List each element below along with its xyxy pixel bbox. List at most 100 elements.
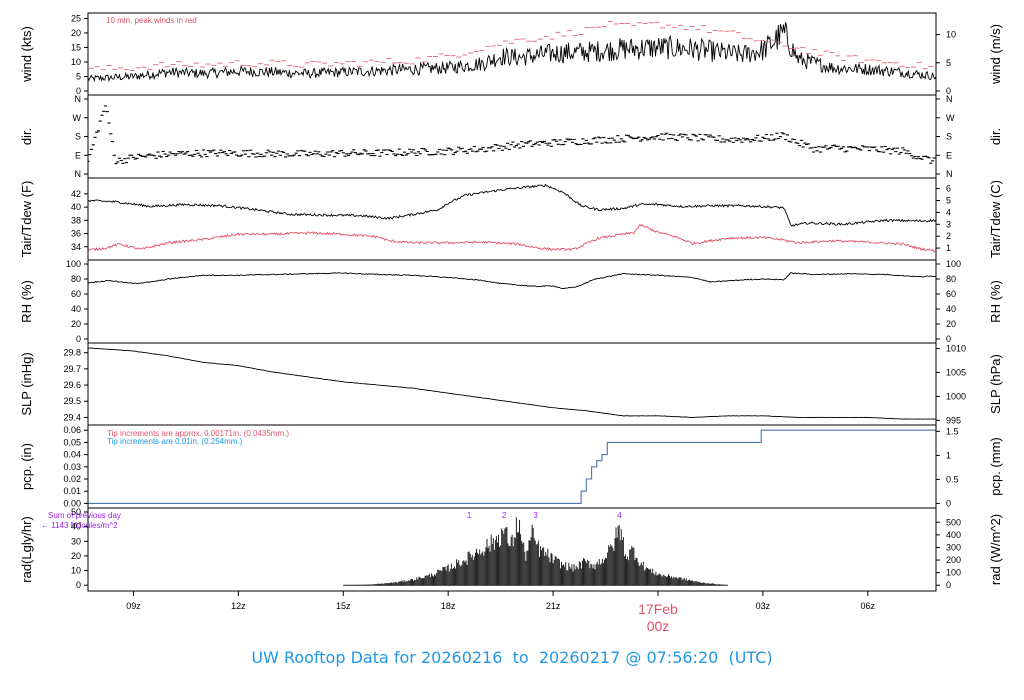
left-tick-label: 80 — [71, 274, 81, 284]
x-tick-label: 18z — [441, 601, 456, 611]
left-tick-label: 36 — [71, 229, 81, 239]
right-tick-label: 0 — [946, 498, 951, 508]
plot-area-rad — [343, 517, 728, 586]
left-tick-label: 40 — [71, 202, 81, 212]
left-tick-label: 5 — [76, 71, 81, 81]
right-tick-label: 100 — [946, 259, 961, 269]
left-tick-label: 100 — [66, 259, 81, 269]
y-axis-title-dir: dir. — [19, 128, 34, 145]
left-tick-label: 0.04 — [63, 450, 81, 460]
right-tick-label: W — [946, 113, 955, 123]
x-tick-label: 06z — [861, 601, 876, 611]
right-tick-label: 0 — [946, 86, 951, 96]
panel-frame-slp — [87, 342, 937, 426]
right-tick-label: 500 — [946, 517, 961, 527]
panel-frame-temp — [87, 177, 937, 261]
right-tick-label: 1010 — [946, 344, 966, 354]
footer-title: UW Rooftop Data for 20260216 to 20260217… — [0, 648, 1024, 667]
left-tick-label: 0.01 — [63, 486, 81, 496]
y-axis-title-pcp: pcp. (in) — [19, 443, 34, 490]
right-tick-label: 60 — [946, 289, 956, 299]
right-tick-label: 6 — [946, 184, 951, 194]
x-tick-label: 03z — [756, 601, 771, 611]
x-day-time: 00z — [647, 618, 670, 634]
x-day-date: 17Feb — [638, 601, 678, 617]
y2-axis-title-dir: dir. — [988, 128, 1003, 145]
air_temp-line — [88, 183, 936, 227]
radiation-marker-4: 4 — [617, 511, 622, 520]
right-tick-label: 400 — [946, 530, 961, 540]
rh-line — [88, 272, 936, 290]
right-tick-label: 1.5 — [946, 426, 959, 436]
plot-area-temp — [88, 183, 936, 253]
right-tick-label: 80 — [946, 274, 956, 284]
right-tick-label: 1000 — [946, 391, 966, 401]
left-tick-label: 25 — [71, 13, 81, 23]
right-tick-label: N — [946, 169, 953, 179]
left-tick-label: N — [75, 94, 82, 104]
peak-wind-marks — [88, 21, 934, 71]
plot-area-pcp — [88, 429, 936, 504]
y-axis-title-temp: Tair/Tdew (F) — [19, 181, 34, 258]
panel-rh: 0 20 40 60 80 100 0 20 40 60 80 100 RH (%) RH (%) — [19, 259, 1003, 344]
y2-axis-title-pcp: pcp. (mm) — [988, 437, 1003, 496]
precip-note-1: Tip increments are approx. 0.00171in. (0… — [107, 429, 289, 438]
y-axis-title-rad: rad(Lgly/hr) — [19, 516, 34, 582]
right-tick-label: S — [946, 132, 952, 142]
wind-speed-line — [88, 22, 936, 83]
left-tick-label: 38 — [71, 215, 81, 225]
right-tick-label: E — [946, 150, 952, 160]
radiation-bars — [343, 517, 728, 586]
wind-annotation: 10 min. peak winds in red — [106, 16, 197, 25]
left-tick-label: 15 — [71, 42, 81, 52]
left-tick-label: 34 — [71, 242, 81, 252]
footer-prefix: UW Rooftop Data for — [251, 648, 416, 667]
right-tick-label: 200 — [946, 555, 961, 565]
radiation-marker-1: 1 — [467, 511, 472, 520]
x-tick-label: 21z — [546, 601, 561, 611]
left-tick-label: 10 — [71, 57, 81, 67]
right-tick-label: 1 — [946, 450, 951, 460]
left-tick-label: 20 — [71, 551, 81, 561]
direction-marks — [88, 105, 936, 165]
left-tick-label: 20 — [71, 28, 81, 38]
left-tick-label: 42 — [71, 189, 81, 199]
y-axis-title-wind: wind (kts) — [19, 26, 34, 83]
plot-area-slp — [88, 347, 936, 420]
left-tick-label: 0.00 — [63, 498, 81, 508]
right-tick-label: 20 — [946, 319, 956, 329]
panel-slp: 29.4 29.5 29.6 29.7 29.8 995 1000 1005 1010 SLP (… — [19, 342, 1003, 426]
left-tick-label: 20 — [71, 319, 81, 329]
plot-area-wind — [88, 21, 936, 83]
left-tick-label: 0 — [76, 86, 81, 96]
radiation-marker-2: 2 — [502, 511, 507, 520]
footer-start-date: 20260216 — [420, 648, 503, 667]
panel-frame-rh — [87, 259, 937, 344]
panel-wind: 10 min. peak winds in red 0 5 10 15 20 25 0 5 10 w… — [19, 12, 1003, 96]
radiation-sum-label: Sum of previous day — [48, 511, 121, 520]
right-tick-label: 0.5 — [946, 474, 959, 484]
left-tick-label: E — [75, 150, 81, 160]
footer-tz: (UTC) — [728, 648, 773, 667]
panel-frame-dir — [87, 94, 937, 179]
left-tick-label: 29.8 — [63, 348, 81, 358]
x-tick-label: 12z — [231, 601, 246, 611]
plot-area-rh — [88, 272, 936, 290]
right-tick-label: 300 — [946, 542, 961, 552]
left-tick-label: 29.6 — [63, 380, 81, 390]
right-tick-label: 100 — [946, 568, 961, 578]
footer-time: 07:56:20 — [646, 648, 719, 667]
y2-axis-title-rad: rad (W/m^2) — [988, 514, 1003, 585]
y-axis-title-slp: SLP (inHg) — [19, 352, 34, 415]
y-axis-title-rh: RH (%) — [19, 280, 34, 323]
left-tick-label: 10 — [71, 566, 81, 576]
left-tick-label: 0.05 — [63, 437, 81, 447]
plot-area-dir — [88, 105, 936, 165]
right-tick-label: 1005 — [946, 367, 966, 377]
y2-axis-title-wind: wind (m/s) — [988, 24, 1003, 85]
left-tick-label: 29.7 — [63, 364, 81, 374]
